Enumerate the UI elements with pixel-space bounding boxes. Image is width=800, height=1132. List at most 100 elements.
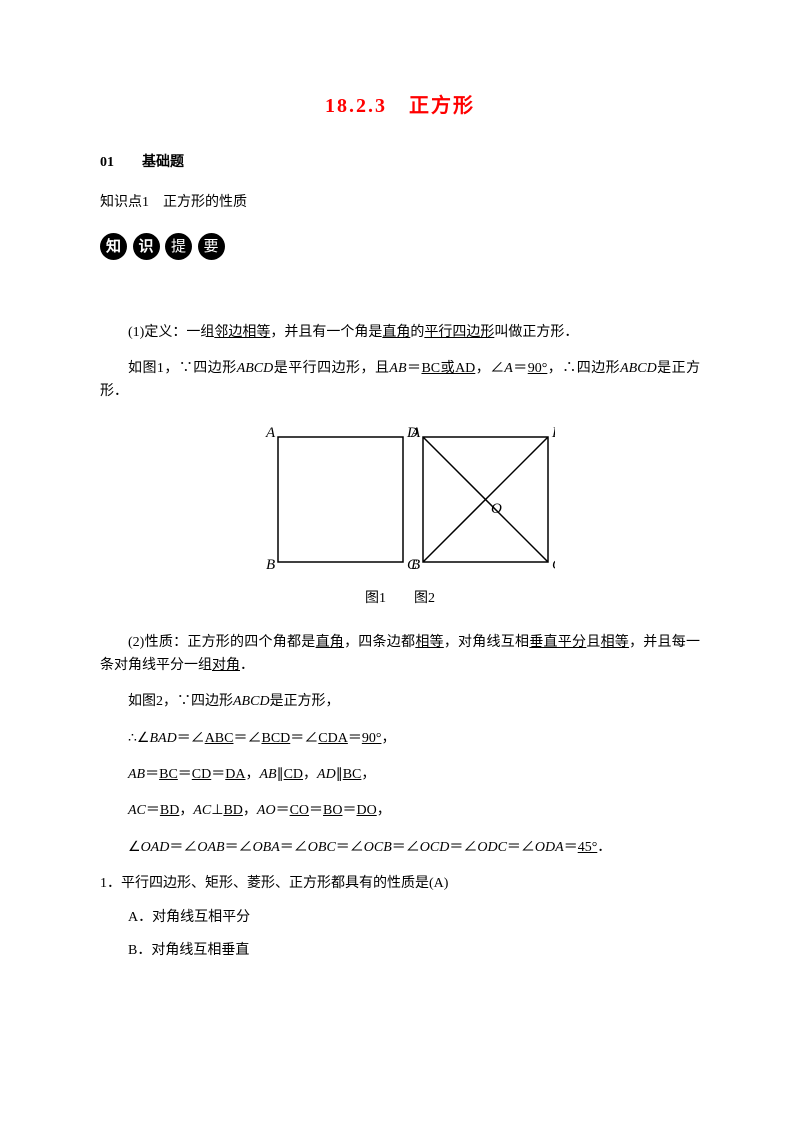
t: ∴∠ (128, 731, 149, 746)
pill-shi: 识 (133, 233, 160, 260)
t: ABCD (233, 694, 270, 709)
u: CDA (318, 731, 348, 746)
t: 且 (586, 635, 600, 650)
t: ODA (535, 840, 564, 855)
t: ＝∠ (507, 840, 535, 855)
svg-text:A: A (265, 425, 276, 441)
figures-svg: A B C D A B C D O (245, 417, 555, 582)
diagonals-line: AC＝BD，AC⊥BD，AO＝CO＝BO＝DO， (100, 800, 700, 822)
t: ，对角线互相 (444, 635, 530, 650)
u: CO (290, 803, 309, 818)
t: ． (240, 658, 254, 673)
svg-text:A: A (410, 425, 421, 441)
t: 是正方形， (270, 694, 340, 709)
t: ， (303, 767, 317, 782)
u: 相等 (415, 635, 444, 650)
u: 对角 (212, 658, 240, 673)
t: ． (597, 840, 611, 855)
definition-example: 如图1，∵四边形ABCD是平行四边形，且AB＝BC或AD，∠A＝90°，∴四边形… (100, 358, 700, 403)
t: ， (245, 767, 259, 782)
u: BD (223, 803, 242, 818)
t: AB (128, 767, 145, 782)
t: ∥ (277, 767, 284, 782)
t: ABCD (237, 361, 274, 376)
question-1-option-a: A．对角线互相平分 (128, 907, 700, 929)
t: ⊥ (211, 803, 223, 818)
t: AC (128, 803, 146, 818)
property-example-intro: 如图2，∵四边形ABCD是正方形， (100, 691, 700, 713)
question-1-option-b: B．对角线互相垂直 (128, 940, 700, 962)
t: ∥ (336, 767, 343, 782)
t: ，∠ (475, 361, 504, 376)
u: 邻边相等 (214, 325, 270, 340)
t: OAD (141, 840, 170, 855)
half-angles-line: ∠OAD＝∠OAB＝∠OBA＝∠OBC＝∠OCB＝∠OCD＝∠ODC＝∠ODA＝… (100, 837, 700, 859)
t: 如图1，∵四边形 (128, 361, 237, 376)
u: 直角 (382, 325, 410, 340)
t: ＝ (145, 767, 159, 782)
t: ，并且有一个角是 (270, 325, 382, 340)
u: BO (323, 803, 342, 818)
u: 90° (528, 361, 548, 376)
angles-line: ∴∠BAD＝∠ABC＝∠BCD＝∠CDA＝90°， (100, 728, 700, 750)
t: ＝ (276, 803, 290, 818)
question-1-stem: 1．平行四边形、矩形、菱形、正方形都具有的性质是(A) (100, 873, 700, 895)
t: (1)定义：一组 (128, 325, 214, 340)
svg-text:B: B (411, 557, 420, 573)
t: OAB (197, 840, 224, 855)
u: 相等 (601, 635, 630, 650)
t: AD (317, 767, 336, 782)
t: ＝∠ (225, 840, 253, 855)
t: ＝∠ (233, 731, 261, 746)
t: ＝∠ (177, 731, 205, 746)
t: ， (361, 767, 375, 782)
t: ＝∠ (280, 840, 308, 855)
page-title: 18.2.3 正方形 (100, 90, 700, 122)
u: ABC (205, 731, 234, 746)
svg-text:B: B (266, 557, 275, 573)
svg-text:O: O (491, 501, 502, 517)
property-para: (2)性质：正方形的四个角都是直角，四条边都相等，对角线互相垂直平分且相等，并且… (100, 632, 700, 677)
t: 叫做正方形． (494, 325, 578, 340)
section-header: 01 基础题 (100, 152, 700, 174)
t: AC (193, 803, 211, 818)
t: OBC (308, 840, 336, 855)
t: ＝∠ (336, 840, 364, 855)
t: ∠ (128, 840, 141, 855)
pill-yao: 要 (198, 233, 225, 260)
t: ＝ (407, 361, 422, 376)
u: 45° (578, 840, 598, 855)
t: ＝∠ (449, 840, 477, 855)
sides-line: AB＝BC＝CD＝DA，AB∥CD，AD∥BC， (100, 764, 700, 786)
u: DA (225, 767, 245, 782)
svg-text:D: D (551, 425, 555, 441)
t: 是平行四边形，且 (273, 361, 389, 376)
t: ＝ (178, 767, 192, 782)
t: OCB (364, 840, 392, 855)
u: BD (160, 803, 179, 818)
t: 如图2，∵四边形 (128, 694, 233, 709)
u: 垂直平分 (529, 635, 586, 650)
u: CD (192, 767, 211, 782)
t: AB (259, 767, 276, 782)
t: OCD (420, 840, 450, 855)
u: 平行四边形 (424, 325, 494, 340)
t: ， (179, 803, 193, 818)
t: ， (243, 803, 257, 818)
t: BAD (149, 731, 176, 746)
t: OBA (253, 840, 280, 855)
u: BC或AD (421, 361, 475, 376)
t: (2)性质：正方形的四个角都是 (128, 635, 316, 650)
t: 的 (410, 325, 424, 340)
t: ＝ (348, 731, 362, 746)
section-label: 基础题 (142, 155, 184, 170)
pill-zhi: 知 (100, 233, 127, 260)
t: ＝ (146, 803, 160, 818)
t: ， (377, 803, 391, 818)
u: DO (356, 803, 376, 818)
t: ＝ (309, 803, 323, 818)
definition-para: (1)定义：一组邻边相等，并且有一个角是直角的平行四边形叫做正方形． (100, 322, 700, 344)
t: AB (389, 361, 406, 376)
t: ABCD (620, 361, 657, 376)
t: ＝ (513, 361, 528, 376)
